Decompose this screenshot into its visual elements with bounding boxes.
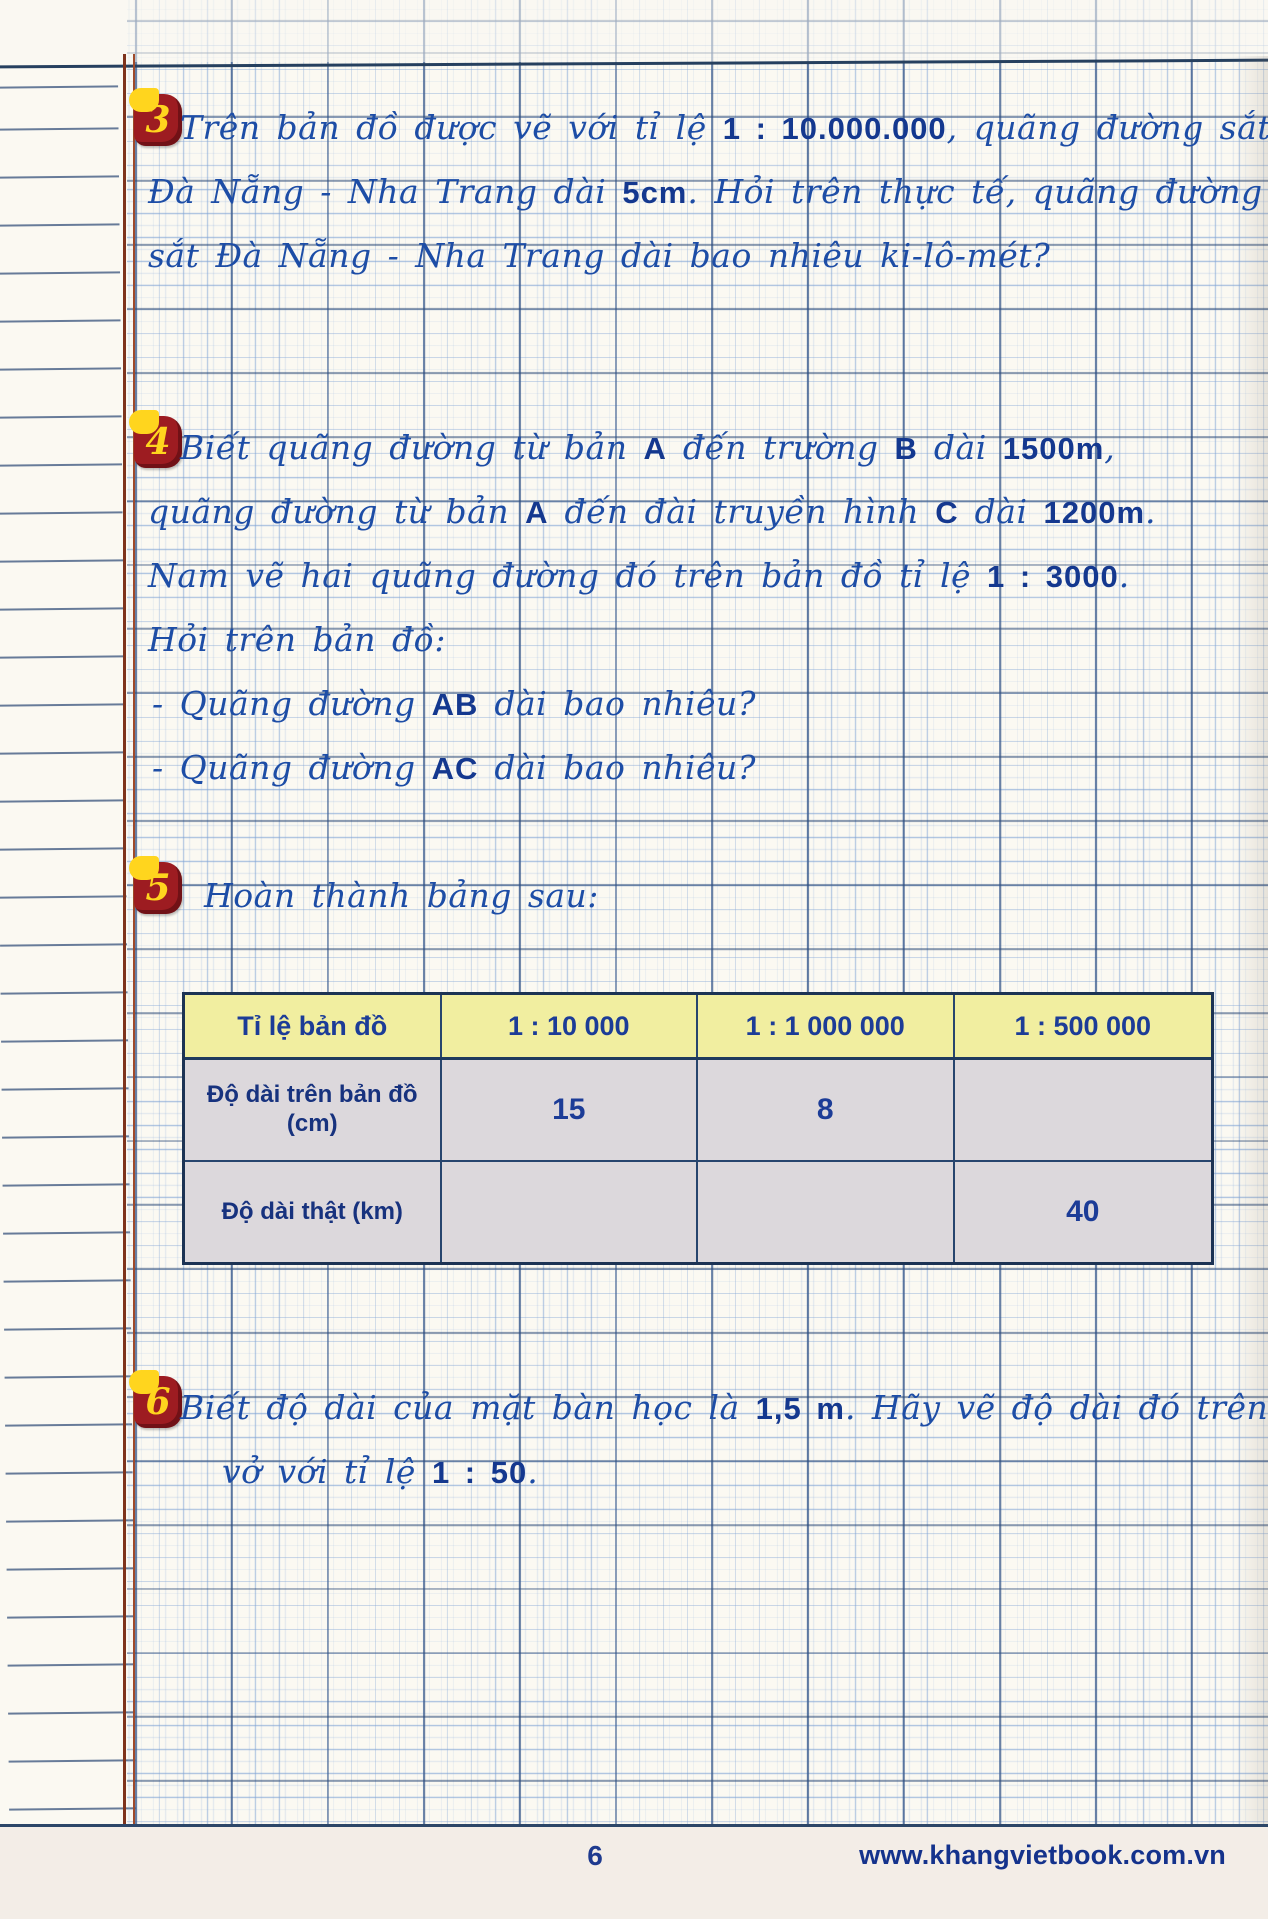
- cell-real-length-2: [698, 1162, 955, 1262]
- exercise-5-badge: 5: [129, 856, 182, 914]
- exercise-3-badge: 3: [129, 88, 182, 146]
- row-label-text: Độ dài thật (km): [221, 1197, 403, 1225]
- row-label-text: Độ dài trên bản đồ: [206, 1081, 418, 1109]
- value-40: 40: [1066, 1195, 1100, 1228]
- cell-map-length-1: 15: [442, 1060, 698, 1160]
- exercise-4-badge: 4: [129, 410, 182, 468]
- cell-map-length-2: 8: [698, 1060, 955, 1160]
- header-scale-3: 1 : 500 000: [1014, 1010, 1152, 1041]
- value-15: 15: [552, 1093, 586, 1126]
- exercise-5-line-1: Hoàn thành bảng sau:: [204, 876, 599, 915]
- header-scale-2: 1 : 1 000 000: [698, 995, 955, 1057]
- exercise-6-line-2: vở với tỉ lệ 1 : 50.: [222, 1452, 539, 1491]
- row-label-unit: (cm): [286, 1110, 338, 1137]
- cell-map-length-3: [955, 1060, 1212, 1160]
- header-scale-label: Tỉ lệ bản đồ: [185, 995, 442, 1057]
- exercise-4-line-4: Hỏi trên bản đồ:: [148, 620, 446, 659]
- value-8: 8: [816, 1093, 834, 1126]
- exercise-4-line-3: Nam vẽ hai quãng đường đó trên bản đồ tỉ…: [148, 556, 1130, 595]
- exercise-5-number: 5: [145, 867, 171, 909]
- exercise-4-number: 4: [145, 421, 171, 463]
- header-scale-1: 1 : 10 000: [442, 995, 698, 1057]
- page-number: 6: [587, 1840, 603, 1871]
- exercise-4-question-ab: - Quãng đường AB dài bao nhiêu?: [152, 684, 756, 723]
- scale-table: Tỉ lệ bản đồ 1 : 10 000 1 : 1 000 000 1 …: [182, 992, 1214, 1265]
- exercise-3-line-2: Đà Nẵng - Nha Trang dài 5cm. Hỏi trên th…: [148, 172, 1263, 211]
- exercise-3-number: 3: [145, 99, 171, 141]
- red-margin-line: [123, 54, 135, 1824]
- exercise-4-question-ac: - Quãng đường AC dài bao nhiêu?: [152, 748, 756, 787]
- exercise-6-number: 6: [145, 1381, 171, 1423]
- page-bottom-margin: [0, 1824, 1268, 1919]
- cell-real-length-3: 40: [955, 1162, 1212, 1262]
- row-label-real-length: Độ dài thật (km): [185, 1162, 442, 1262]
- page-curl-shadow: [1234, 56, 1268, 1824]
- table-row-real-length: Độ dài thật (km) 40: [185, 1162, 1211, 1262]
- publisher-website: www.khangvietbook.com.vn: [859, 1840, 1226, 1870]
- exercise-6-line-1: Biết độ dài của mặt bàn học là 1,5 m. Hã…: [180, 1388, 1268, 1427]
- left-underpage-ruled-lines: [0, 53, 137, 1825]
- exercise-3-line-3: sắt Đà Nẵng - Nha Trang dài bao nhiêu ki…: [148, 236, 1051, 275]
- table-row-map-length: Độ dài trên bản đồ (cm) 15 8: [185, 1060, 1211, 1162]
- exercise-4-line-2: quãng đường từ bản A đến đài truyền hình…: [148, 492, 1157, 531]
- row-label-map-length: Độ dài trên bản đồ (cm): [185, 1060, 442, 1160]
- exercise-4-line-1: Biết quãng đường từ bản A đến trường B d…: [180, 428, 1116, 467]
- page-top-fade: [0, 0, 1268, 62]
- exercise-6-badge: 6: [129, 1370, 182, 1428]
- graph-grid: [127, 0, 1268, 1824]
- exercise-3-line-1: Trên bản đồ được vẽ với tỉ lệ 1 : 10.000…: [180, 108, 1268, 147]
- cell-real-length-1: [442, 1162, 698, 1262]
- scale-table-header-row: Tỉ lệ bản đồ 1 : 10 000 1 : 1 000 000 1 …: [185, 995, 1211, 1060]
